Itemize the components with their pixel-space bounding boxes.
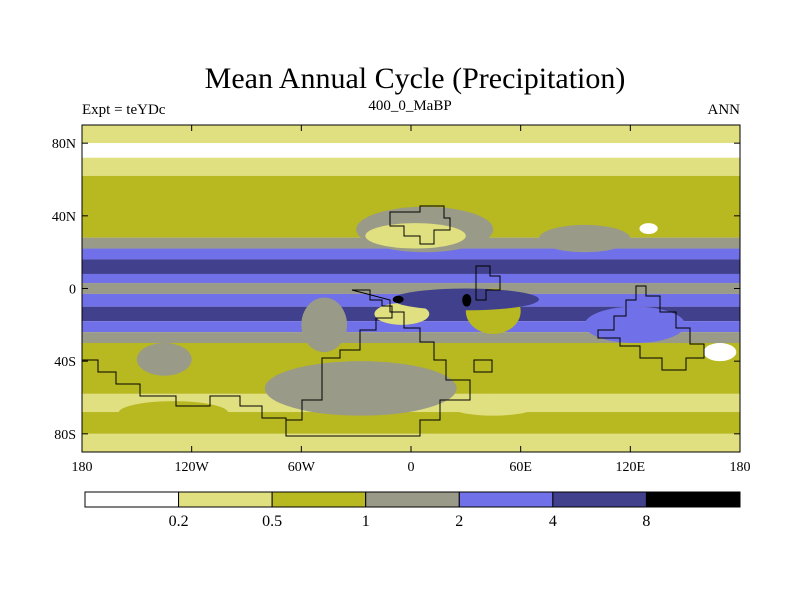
precip-band-5 [82,248,740,260]
precip-region-0 [301,297,348,353]
africa-outline [475,265,501,301]
x-tick-label-2: 60W [288,460,316,475]
x-tick-label-4: 60E [509,460,532,475]
colorbar-swatch-4 [458,491,554,508]
period-label: 400_0_MaBP [368,98,451,114]
precip-region-13 [703,343,737,362]
precip-region-15 [447,393,539,416]
precip-band-2 [82,157,740,176]
colorbar: 0.2 0.5 1 2 4 8 [84,491,741,530]
axis-ticks: 180 120W 60W 0 60E 120E 180 80N 40N 0 40S 80S [52,125,751,475]
precip-band-6 [82,259,740,274]
precip-band-15 [82,412,740,434]
y-tick-label-4: 80S [54,428,76,443]
season-label: ANN [708,102,741,118]
colorbar-swatch-5 [552,491,647,508]
colorbar-swatch-2 [271,491,367,508]
precip-band-11 [82,321,740,333]
colorbar-level-label-1: 0.5 [262,513,282,530]
colorbar-level-label-3: 2 [455,513,463,530]
colorbar-level-label-0: 0.2 [169,513,189,530]
precip-region-1 [264,361,457,416]
x-tick-label-5: 120E [616,460,646,475]
colorbar-level-label-2: 1 [362,513,370,530]
precip-band-0 [82,125,740,144]
y-tick-label-3: 40S [54,355,76,370]
precip-region-14 [118,401,229,425]
x-tick-label-3: 0 [408,460,415,475]
precip-region-9 [462,293,472,307]
y-tick-label-2: 0 [69,283,76,298]
precip-band-16 [82,433,740,452]
x-tick-label-1: 120W [175,460,210,475]
precip-region-11 [538,224,631,253]
map-panel: 180 120W 60W 0 60E 120E 180 80N 40N 0 40S 80S [52,124,751,475]
pacific-island-outline [473,359,493,373]
colorbar-level-label-4: 4 [549,513,557,530]
precip-region-10 [584,306,686,344]
continent-outlines [82,205,705,437]
x-tick-label-0: 180 [72,460,93,475]
colorbar-level-label-5: 8 [642,513,650,530]
precip-region-6 [374,303,430,325]
precip-band-12 [82,332,740,343]
north-hemisphere-outline [389,205,451,245]
australia-outline [597,285,705,371]
colorbar-swatch-0 [84,491,180,508]
colorbar-swatch-6 [645,491,741,508]
experiment-label: Expt = teYDc [82,102,166,118]
antarctic-coast-outline [82,359,287,436]
y-tick-label-0: 80N [52,137,76,152]
colorbar-swatch-1 [178,491,273,508]
precip-region-12 [639,223,658,234]
x-tick-label-6: 180 [730,460,751,475]
colorbar-swatch-3 [365,491,460,508]
precip-band-8 [82,283,740,294]
precip-region-8 [392,295,404,304]
precipitation-fill [82,125,740,452]
precip-region-2 [136,343,192,376]
y-tick-label-1: 40N [52,210,76,225]
chart-title: Mean Annual Cycle (Precipitation) [205,62,626,95]
precip-band-1 [82,143,740,158]
precip-band-7 [82,273,740,284]
